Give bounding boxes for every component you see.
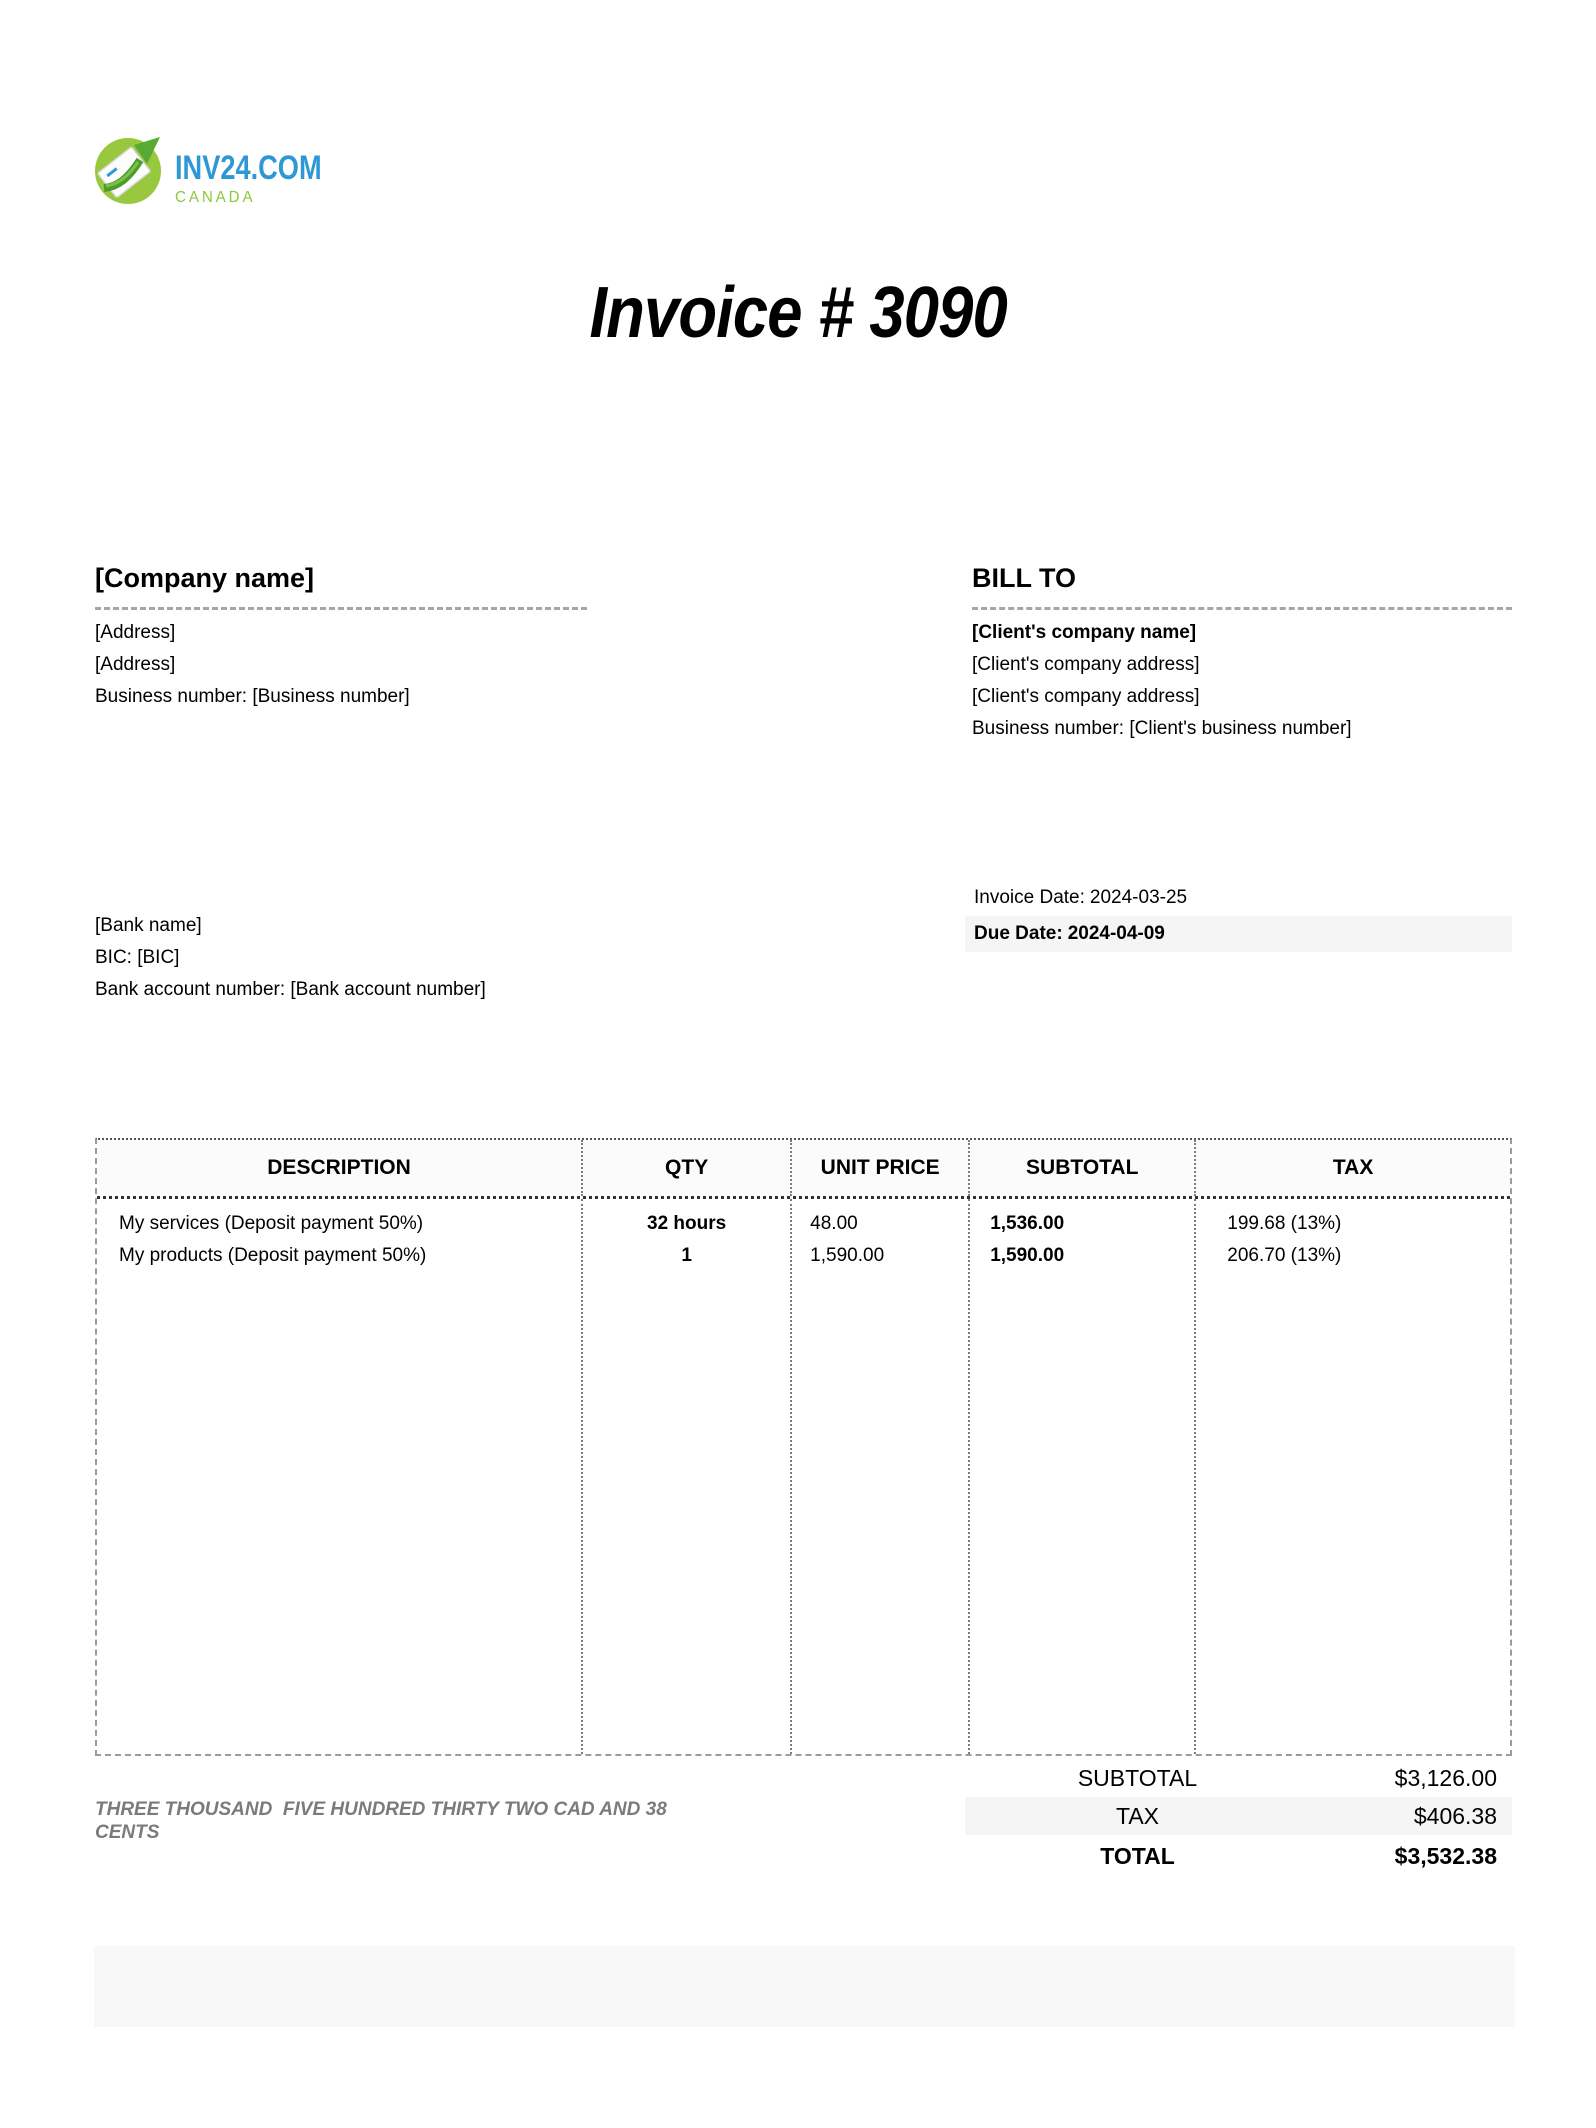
subtotal-label: SUBTOTAL	[1077, 1764, 1198, 1791]
bank-account-number: Bank account number: [Bank account numbe…	[95, 979, 486, 1000]
brand-name: INV24.COM	[175, 149, 322, 187]
totals-section: SUBTOTAL $3,126.00 TAX $406.38 TOTAL $3,…	[965, 1759, 1512, 1877]
total-row: TOTAL $3,532.38	[965, 1835, 1512, 1877]
header-qty: QTY	[583, 1140, 793, 1196]
column-qty: 32 hours 1	[583, 1199, 793, 1754]
total-label: TOTAL	[1100, 1842, 1175, 1869]
title-wrap: Invoice # 3090	[0, 272, 1596, 354]
amount-in-words: THREE THOUSAND FIVE HUNDRED THIRTY TWO C…	[95, 1799, 673, 1843]
tax-row: TAX $406.38	[965, 1797, 1512, 1835]
due-date-label: Due Date:	[974, 923, 1063, 944]
item-unit-price: 1,590.00	[810, 1245, 885, 1266]
company-address-line: [Address]	[95, 654, 176, 675]
bill-to-section: BILL TO [Client's company name] [Client'…	[972, 561, 1512, 745]
item-unit-price: 48.00	[810, 1213, 858, 1234]
tax-value: $406.38	[1413, 1802, 1497, 1829]
invoice-title: Invoice # 3090	[589, 273, 1007, 353]
item-description: My services (Deposit payment 50%)	[119, 1213, 424, 1234]
invoice-date-value: 2024-03-25	[1089, 887, 1188, 908]
item-qty: 1	[681, 1245, 692, 1266]
client-company-name: [Client's company name]	[972, 622, 1197, 643]
subtotal-row: SUBTOTAL $3,126.00	[965, 1759, 1512, 1797]
bank-bic: BIC: [BIC]	[95, 947, 180, 968]
header-description: DESCRIPTION	[97, 1140, 584, 1196]
invoice-date-label: Invoice Date:	[974, 887, 1085, 908]
column-subtotal: 1,536.00 1,590.00	[970, 1199, 1197, 1754]
column-unit-price: 48.00 1,590.00	[792, 1199, 971, 1754]
items-table-body: My services (Deposit payment 50%) My pro…	[97, 1199, 1510, 1754]
client-address-line: [Client's company address]	[972, 686, 1200, 707]
column-tax: 199.68 (13%) 206.70 (13%)	[1196, 1199, 1510, 1754]
company-divider	[95, 607, 587, 610]
footer-band	[94, 1946, 1515, 2027]
bank-section: [Bank name] BIC: [BIC] Bank account numb…	[95, 910, 486, 1006]
item-tax: 206.70 (13%)	[1227, 1245, 1342, 1266]
envelope-arrow-icon	[92, 130, 170, 208]
header-unit-price: UNIT PRICE	[792, 1140, 971, 1196]
tax-label: TAX	[1115, 1802, 1160, 1829]
company-section: [Company name] [Address] [Address] Busin…	[95, 561, 587, 713]
item-tax: 199.68 (13%)	[1227, 1213, 1342, 1234]
client-address-line: [Client's company address]	[972, 654, 1200, 675]
item-subtotal: 1,536.00	[990, 1213, 1065, 1234]
items-table-header: DESCRIPTION QTY UNIT PRICE SUBTOTAL TAX	[97, 1140, 1510, 1199]
invoice-date-row: Invoice Date: 2024-03-25	[965, 880, 1512, 916]
bill-to-divider	[972, 607, 1512, 610]
item-description: My products (Deposit payment 50%)	[119, 1245, 427, 1266]
company-business-number: Business number: [Business number]	[95, 686, 410, 707]
due-date-row: Due Date: 2024-04-09	[965, 916, 1512, 952]
item-qty: 32 hours	[647, 1213, 727, 1234]
logo: INV24.COM CANADA	[92, 130, 358, 208]
total-value: $3,532.38	[1394, 1842, 1497, 1869]
dates-section: Invoice Date: 2024-03-25 Due Date: 2024-04…	[965, 880, 1512, 952]
client-business-number: Business number: [Client's business numb…	[972, 718, 1352, 739]
subtotal-value: $3,126.00	[1394, 1764, 1497, 1791]
header-tax: TAX	[1332, 1156, 1374, 1179]
item-subtotal: 1,590.00	[990, 1245, 1065, 1266]
header-subtotal: SUBTOTAL	[970, 1140, 1197, 1196]
items-table: DESCRIPTION QTY UNIT PRICE SUBTOTAL TAX …	[95, 1138, 1512, 1756]
company-name-heading: [Company name]	[95, 563, 315, 593]
brand-country: CANADA	[175, 189, 256, 206]
logo-text: INV24.COM CANADA	[175, 130, 358, 207]
due-date-value: 2024-04-09	[1067, 923, 1165, 944]
column-description: My services (Deposit payment 50%) My pro…	[97, 1199, 584, 1754]
company-address-line: [Address]	[95, 622, 176, 643]
bill-to-heading: BILL TO	[972, 563, 1077, 593]
bank-name: [Bank name]	[95, 915, 202, 936]
